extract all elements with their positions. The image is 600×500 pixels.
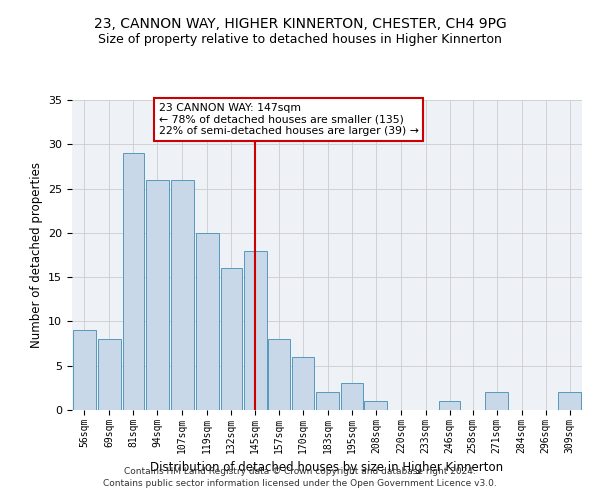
Text: Size of property relative to detached houses in Higher Kinnerton: Size of property relative to detached ho… <box>98 32 502 46</box>
Text: Contains HM Land Registry data © Crown copyright and database right 2024.
Contai: Contains HM Land Registry data © Crown c… <box>103 466 497 487</box>
Bar <box>268 339 290 410</box>
Bar <box>439 401 460 410</box>
X-axis label: Distribution of detached houses by size in Higher Kinnerton: Distribution of detached houses by size … <box>151 461 503 474</box>
Bar <box>73 330 96 410</box>
Bar <box>244 250 266 410</box>
Bar <box>221 268 242 410</box>
Y-axis label: Number of detached properties: Number of detached properties <box>29 162 43 348</box>
Bar <box>316 392 340 410</box>
Bar <box>364 401 388 410</box>
Bar <box>485 392 508 410</box>
Bar <box>558 392 581 410</box>
Bar <box>146 180 169 410</box>
Bar <box>171 180 194 410</box>
Bar <box>292 357 314 410</box>
Text: 23 CANNON WAY: 147sqm
← 78% of detached houses are smaller (135)
22% of semi-det: 23 CANNON WAY: 147sqm ← 78% of detached … <box>158 103 419 136</box>
Bar <box>123 153 144 410</box>
Bar <box>341 384 362 410</box>
Text: 23, CANNON WAY, HIGHER KINNERTON, CHESTER, CH4 9PG: 23, CANNON WAY, HIGHER KINNERTON, CHESTE… <box>94 18 506 32</box>
Bar <box>196 233 218 410</box>
Bar <box>98 339 121 410</box>
